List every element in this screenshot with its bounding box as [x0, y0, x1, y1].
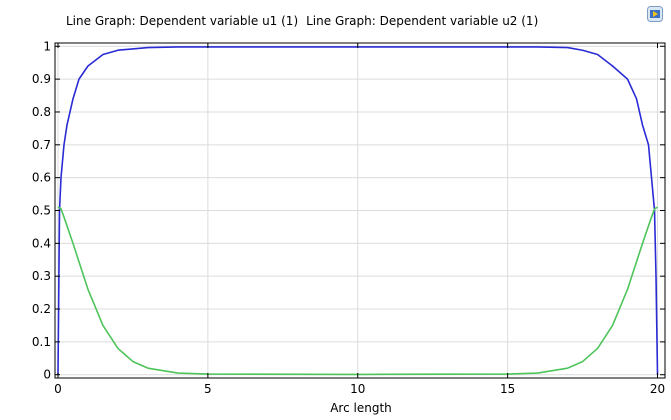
y-tick-label: 0.4 — [32, 236, 51, 250]
y-axis-ticks: 0 0.1 0.2 0.3 0.4 0.5 0.6 0.7 0.8 0.9 1 — [32, 39, 665, 382]
grid-lines — [55, 43, 665, 378]
y-tick-label: 0.3 — [32, 269, 51, 283]
window-icon[interactable] — [647, 6, 663, 22]
title-part-u2: Line Graph: Dependent variable u2 (1) — [306, 14, 539, 28]
y-tick-label: 0.6 — [32, 171, 51, 185]
y-tick-label: 0.7 — [32, 138, 51, 152]
y-tick-label: 0 — [43, 368, 51, 382]
y-tick-label: 0.1 — [32, 335, 51, 349]
y-tick-label: 0.9 — [32, 72, 51, 86]
x-tick-label: 10 — [350, 382, 365, 396]
x-tick-label: 5 — [204, 382, 212, 396]
x-tick-label: 20 — [650, 382, 665, 396]
x-tick-label: 0 — [54, 382, 62, 396]
y-tick-label: 0.8 — [32, 105, 51, 119]
y-tick-label: 1 — [43, 39, 51, 53]
y-tick-label: 0.2 — [32, 302, 51, 316]
x-tick-label: 15 — [500, 382, 515, 396]
chart-title: Line Graph: Dependent variable u1 (1) Lin… — [66, 14, 546, 28]
series-line-1 — [57, 46, 659, 375]
x-axis-ticks: 0 5 10 15 20 — [54, 43, 665, 396]
y-tick-label: 0.5 — [32, 204, 51, 218]
title-part-u1: Line Graph: Dependent variable u1 (1) — [66, 14, 299, 28]
x-axis-label: Arc length — [330, 401, 392, 415]
